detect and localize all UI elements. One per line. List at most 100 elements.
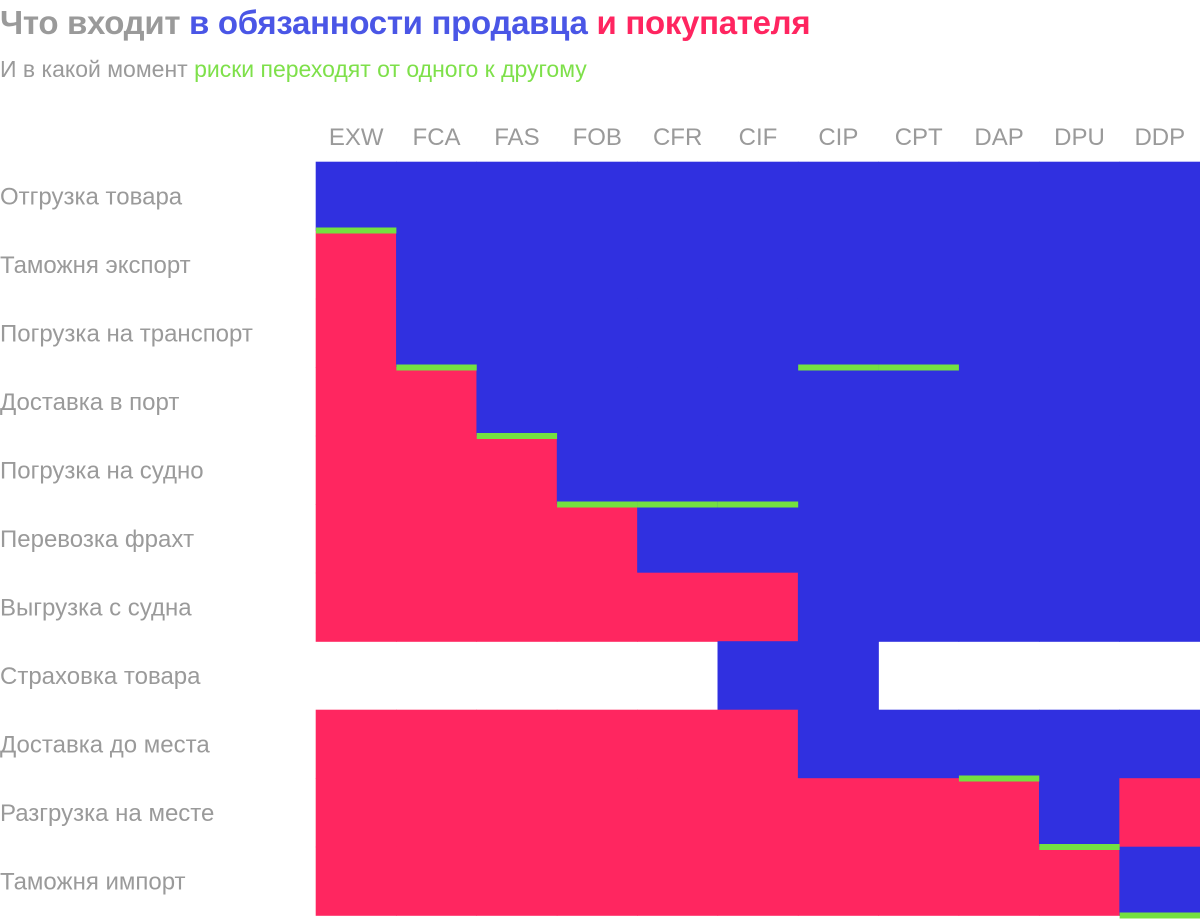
cell-DDP-row3: [1119, 367, 1200, 437]
cell-FAS-row9: [476, 778, 558, 848]
risk-line-FOB: [557, 501, 638, 508]
cell-FOB-row5: [556, 504, 638, 574]
row-label-7: Страховка товара: [0, 663, 201, 690]
row-label-3: Доставка в порт: [0, 389, 179, 416]
cell-DDP-row6: [1119, 572, 1200, 642]
cell-DDP-row10: [1119, 846, 1200, 916]
cell-CIF-row3: [717, 367, 799, 437]
cell-CPT-row5: [878, 504, 960, 574]
cell-CFR-row6: [637, 572, 719, 642]
cell-DPU-row8: [1038, 709, 1120, 779]
cell-CIP-row6: [797, 572, 879, 642]
cell-CPT-row8: [878, 709, 960, 779]
column-label-CFR: CFR: [653, 124, 702, 151]
cell-CIP-row1: [797, 230, 879, 300]
risk-line-FAS: [476, 433, 558, 439]
risk-line-DDP: [1119, 912, 1200, 919]
column-label-FAS: FAS: [494, 124, 539, 151]
cell-FCA-row3: [396, 367, 478, 437]
risk-line-FCA: [396, 364, 477, 371]
cell-FCA-row1: [396, 230, 478, 300]
cell-DPU-row4: [1038, 435, 1120, 505]
cell-CIP-row3: [797, 367, 879, 437]
cell-DDP-row8: [1119, 709, 1200, 779]
cell-CPT-row2: [878, 298, 960, 368]
cell-CIF-row5: [717, 504, 799, 574]
cell-CFR-row10: [637, 846, 719, 916]
cell-DAP-row10: [958, 846, 1040, 916]
cell-DAP-row5: [958, 504, 1040, 574]
cell-DDP-row5: [1119, 504, 1200, 574]
cell-FCA-row8: [396, 709, 478, 779]
cell-EXW-row5: [315, 504, 397, 574]
chart-title: Что входит в обязанности продавца и поку…: [0, 4, 811, 42]
cell-CIP-row9: [797, 778, 879, 848]
cell-FAS-row2: [476, 298, 558, 368]
cell-CFR-row0: [637, 161, 719, 231]
cell-DPU-row3: [1038, 367, 1120, 437]
row-label-9: Разгрузка на месте: [0, 800, 214, 827]
column-label-EXW: EXW: [329, 124, 384, 151]
cell-DPU-row10: [1038, 846, 1120, 916]
column-label-FOB: FOB: [573, 124, 622, 151]
cell-CIF-row9: [717, 778, 799, 848]
subtitle-part-risk: риски переходят от одного к другому: [194, 56, 587, 82]
cell-CPT-row10: [878, 846, 960, 916]
row-label-10: Таможня импорт: [0, 868, 186, 895]
cell-CIP-row4: [797, 435, 879, 505]
column-label-DDP: DDP: [1134, 124, 1185, 151]
cell-FAS-row10: [476, 846, 558, 916]
column-label-DAP: DAP: [974, 124, 1023, 151]
cell-DPU-row6: [1038, 572, 1120, 642]
cell-FCA-row10: [396, 846, 478, 916]
cell-CIF-row4: [717, 435, 799, 505]
cell-CIF-row6: [717, 572, 799, 642]
risk-line-CPT: [878, 364, 959, 371]
cell-DAP-row4: [958, 435, 1040, 505]
cell-FCA-row5: [396, 504, 478, 574]
cell-FCA-row9: [396, 778, 478, 848]
cell-FOB-row3: [556, 367, 638, 437]
cell-CFR-row4: [637, 435, 719, 505]
cell-CFR-row3: [637, 367, 719, 437]
cell-FAS-row4: [476, 435, 558, 505]
cell-CFR-row8: [637, 709, 719, 779]
cell-CIP-row7: [797, 641, 879, 711]
cell-EXW-row8: [315, 709, 397, 779]
cell-DAP-row2: [958, 298, 1040, 368]
cell-CIF-row8: [717, 709, 799, 779]
risk-line-DAP: [958, 775, 1040, 782]
cell-DDP-row9: [1119, 778, 1200, 848]
cell-DPU-row2: [1038, 298, 1120, 368]
risk-line-CIP: [798, 364, 879, 371]
cell-CIF-row0: [717, 161, 799, 231]
cell-FOB-row9: [556, 778, 638, 848]
cell-FAS-row3: [476, 367, 558, 437]
cell-EXW-row9: [315, 778, 397, 848]
cell-CFR-row9: [637, 778, 719, 848]
cell-DAP-row0: [958, 161, 1040, 231]
cell-DDP-row2: [1119, 298, 1200, 368]
cell-DAP-row6: [958, 572, 1040, 642]
cell-EXW-row0: [315, 161, 397, 231]
cell-DAP-row8: [958, 709, 1040, 779]
cell-FAS-row1: [476, 230, 558, 300]
cell-FOB-row0: [556, 161, 638, 231]
column-label-DPU: DPU: [1054, 124, 1105, 151]
cell-DPU-row1: [1038, 230, 1120, 300]
column-label-CIP: CIP: [818, 124, 858, 151]
row-label-4: Погрузка на судно: [0, 457, 204, 484]
row-label-8: Доставка до места: [0, 731, 210, 758]
cell-DDP-row4: [1119, 435, 1200, 505]
cell-CPT-row1: [878, 230, 960, 300]
cell-CIF-row2: [717, 298, 799, 368]
cell-CIP-row10: [797, 846, 879, 916]
cell-FAS-row6: [476, 572, 558, 642]
column-label-CIF: CIF: [739, 124, 778, 151]
cell-CPT-row0: [878, 161, 960, 231]
cell-FCA-row6: [396, 572, 478, 642]
cell-FOB-row6: [556, 572, 638, 642]
cell-EXW-row10: [315, 846, 397, 916]
cell-CFR-row1: [637, 230, 719, 300]
risk-line-CFR: [637, 501, 718, 508]
